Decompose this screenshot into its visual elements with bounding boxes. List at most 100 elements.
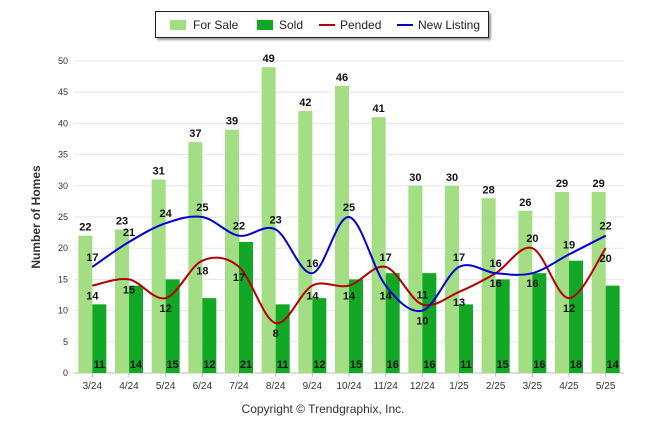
data-label-new-listing: 16 (526, 278, 538, 290)
data-label-new-listing: 19 (563, 239, 575, 251)
data-label-pended: 13 (453, 297, 465, 309)
bar-for-sale (481, 198, 496, 373)
bar-for-sale (408, 185, 423, 373)
bar-sold (495, 279, 510, 373)
line-new-listing (91, 215, 607, 313)
data-label-sold: 16 (387, 359, 399, 371)
x-tick-label: 1/25 (449, 381, 469, 392)
legend-label-for-sale: For Sale (193, 18, 239, 32)
bar-sold (202, 298, 217, 373)
legend-label-pended: Pended (340, 18, 382, 32)
bar-for-sale (225, 129, 239, 373)
bar-for-sale (188, 142, 203, 373)
bar-sold (349, 279, 363, 373)
data-label-sold: 12 (203, 359, 215, 371)
data-label-for-sale: 39 (226, 116, 238, 128)
data-label-sold: 15 (167, 359, 179, 371)
bar-sold (239, 241, 253, 373)
data-label-new-listing: 16 (306, 258, 318, 270)
y-tick-label: 5 (63, 337, 68, 347)
data-label-new-listing: 23 (270, 214, 282, 226)
data-label-sold: 11 (94, 359, 106, 371)
data-label-for-sale: 29 (556, 178, 568, 190)
bar-sold (312, 298, 327, 373)
data-label-for-sale: 30 (409, 172, 421, 184)
y-tick-label: 20 (58, 243, 68, 253)
data-label-pended: 12 (563, 303, 575, 315)
data-label-new-listing: 21 (123, 227, 135, 239)
data-label-pended: 20 (600, 253, 612, 265)
data-label-for-sale: 30 (446, 172, 458, 184)
x-tick-label: 3/25 (523, 381, 543, 392)
bar-sold (275, 304, 290, 373)
legend-label-sold: Sold (279, 18, 304, 32)
data-label-new-listing: 14 (380, 291, 393, 303)
bar-for-sale (555, 192, 569, 373)
data-label-for-sale: 49 (263, 53, 275, 65)
bar-for-sale (78, 235, 93, 373)
bar-sold (129, 285, 143, 373)
y-tick-label: 50 (58, 56, 68, 66)
data-label-new-listing: 24 (160, 208, 173, 220)
x-tick-label: 4/24 (119, 381, 139, 392)
data-label-pended: 14 (343, 291, 356, 303)
data-label-for-sale: 37 (189, 128, 201, 140)
data-label-for-sale: 41 (373, 103, 385, 115)
data-label-for-sale: 26 (519, 197, 531, 209)
data-label-for-sale: 28 (483, 184, 495, 196)
data-label-new-listing: 25 (343, 202, 355, 214)
bar-sold (422, 273, 437, 373)
data-label-for-sale: 23 (116, 215, 128, 227)
x-tick-label: 10/24 (336, 381, 361, 392)
data-label-for-sale: 29 (593, 178, 605, 190)
x-tick-label: 6/24 (193, 381, 213, 392)
bar-sold (605, 285, 620, 373)
x-tick-label: 3/24 (83, 381, 103, 392)
data-label-sold: 15 (350, 359, 362, 371)
data-label-new-listing: 25 (196, 202, 208, 214)
y-tick-label: 35 (58, 150, 68, 160)
bar-for-sale (261, 67, 276, 374)
data-label-pended: 11 (417, 289, 429, 301)
y-tick-label: 30 (58, 181, 68, 191)
bar-sold (459, 304, 473, 373)
data-label-for-sale: 46 (336, 72, 348, 84)
data-label-pended: 17 (233, 272, 245, 284)
legend: For Sale Sold Pended New Listing (155, 11, 489, 38)
x-tick-label: 8/24 (266, 381, 286, 392)
data-label-sold: 15 (497, 359, 509, 371)
data-label-pended: 18 (196, 266, 208, 278)
x-tick-label: 11/24 (374, 381, 399, 392)
y-tick-label: 40 (58, 118, 68, 128)
data-label-pended: 20 (526, 233, 538, 245)
bar-sold (569, 260, 583, 373)
data-label-pended: 14 (86, 291, 99, 303)
bar-for-sale (445, 185, 459, 373)
legend-swatch-for-sale (170, 20, 186, 30)
x-tick-label: 2/25 (486, 381, 506, 392)
legend-swatch-new-listing (397, 24, 413, 26)
legend-label-new-listing: New Listing (418, 18, 481, 32)
data-label-for-sale: 42 (299, 97, 311, 109)
x-tick-label: 9/24 (303, 381, 323, 392)
data-label-sold: 11 (277, 359, 289, 371)
line-pended (92, 246, 607, 325)
data-label-sold: 14 (130, 359, 143, 371)
data-label-pended: 8 (273, 328, 279, 340)
data-label-new-listing: 22 (600, 221, 612, 233)
data-label-for-sale: 31 (153, 166, 165, 178)
data-label-pended: 16 (490, 278, 502, 290)
bar-for-sale (115, 229, 129, 373)
x-tick-label: 7/24 (229, 381, 249, 392)
data-label-new-listing: 10 (416, 316, 428, 328)
y-axis-title: Number of Homes (29, 165, 43, 269)
bar-for-sale (591, 192, 606, 373)
data-label-pended: 17 (380, 252, 392, 264)
data-label-pended: 14 (306, 291, 319, 303)
y-tick-label: 10 (58, 306, 68, 316)
data-label-sold: 11 (460, 359, 472, 371)
y-tick-label: 0 (63, 368, 68, 378)
data-label-new-listing: 22 (233, 221, 245, 233)
data-label-sold: 21 (240, 359, 252, 371)
